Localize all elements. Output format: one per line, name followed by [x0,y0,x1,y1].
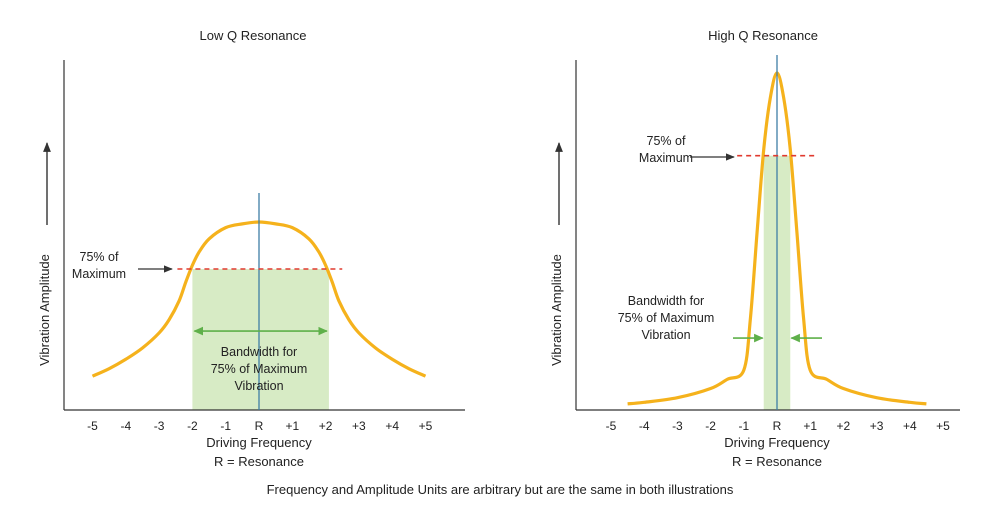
x-tick-label: +3 [870,419,884,433]
x-axis-label: Driving Frequency [206,435,312,450]
footnote: Frequency and Amplitude Units are arbitr… [267,482,734,497]
high-q-panel: High Q Resonance Vibration Amplitude -5 -4 -… [549,28,960,469]
x-tick-label: -3 [154,419,165,433]
x-tick-label: -3 [672,419,683,433]
threshold-label: Maximum [72,267,126,281]
x-tick-label: -2 [187,419,198,433]
threshold-label: Maximum [639,151,693,165]
x-tick-label: +4 [385,419,399,433]
bandwidth-label: Vibration [234,379,283,393]
x-tick-label: +5 [419,419,433,433]
low-q-panel: Low Q Resonance Vibration Amplitude -5 -4 -3… [37,28,465,469]
bandwidth-label: 75% of Maximum [211,362,308,376]
bandwidth-label: Bandwidth for [628,294,704,308]
bandwidth-label: 75% of Maximum [618,311,715,325]
x-tick-label: -5 [87,419,98,433]
bandwidth-label: Bandwidth for [221,345,297,359]
bandwidth-band [192,269,329,410]
x-axis-sublabel: R = Resonance [732,454,822,469]
bandwidth-label: Vibration [641,328,690,342]
x-tick-label: +2 [837,419,851,433]
threshold-label: 75% of [647,134,686,148]
x-tick-label: -1 [738,419,749,433]
x-tick-label: +3 [352,419,366,433]
x-tick-label: R [255,419,264,433]
x-tick-label: +1 [285,419,299,433]
x-tick-label: -5 [606,419,617,433]
x-tick-label: -1 [220,419,231,433]
threshold-label: 75% of [80,250,119,264]
x-tick-label: +5 [936,419,950,433]
x-tick-label: -2 [705,419,716,433]
x-tick-label: +4 [903,419,917,433]
x-tick-label: R [773,419,782,433]
y-axis-label: Vibration Amplitude [549,254,564,366]
y-axis-label: Vibration Amplitude [37,254,52,366]
x-axis-sublabel: R = Resonance [214,454,304,469]
x-tick-label: +1 [803,419,817,433]
x-tick-label: +2 [319,419,333,433]
x-axis-label: Driving Frequency [724,435,830,450]
x-tick-label: -4 [639,419,650,433]
x-tick-label: -4 [120,419,131,433]
chart-title: Low Q Resonance [200,28,307,43]
chart-title: High Q Resonance [708,28,818,43]
